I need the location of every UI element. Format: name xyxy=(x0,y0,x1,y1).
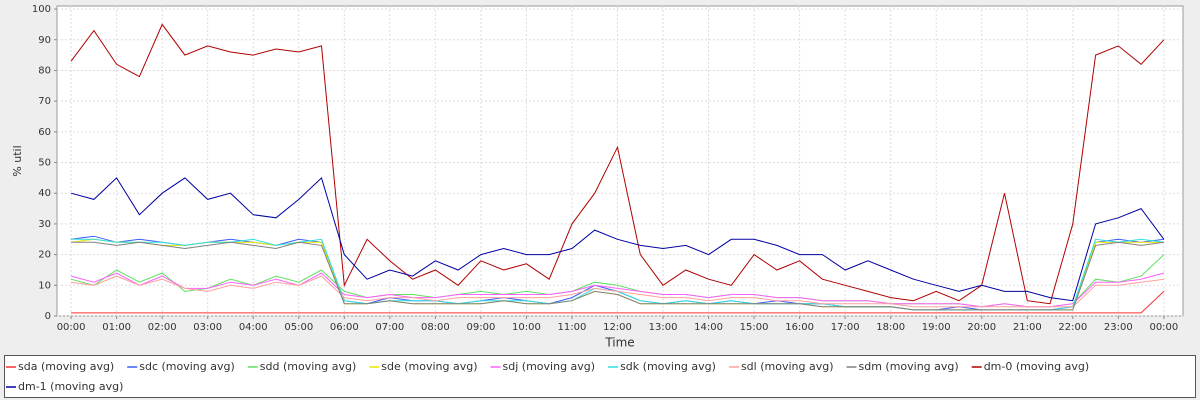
y-tick-label: 90 xyxy=(38,35,51,46)
y-tick-label: 10 xyxy=(38,280,51,291)
x-tick-label: 15:00 xyxy=(740,322,769,333)
x-tick-label: 17:00 xyxy=(831,322,860,333)
x-tick-label: 20:00 xyxy=(967,322,996,333)
x-tick-label: 23:00 xyxy=(1104,322,1133,333)
legend-label: dm-1 (moving avg) xyxy=(18,380,123,393)
y-tick-label: 60 xyxy=(38,127,51,138)
legend-label: dm-0 (moving avg) xyxy=(984,360,1089,373)
y-tick-label: 50 xyxy=(38,158,51,169)
x-tick-label: 08:00 xyxy=(421,322,450,333)
series-line xyxy=(71,241,1164,311)
x-tick-label: 00:00 xyxy=(57,322,86,333)
y-tick-label: 100 xyxy=(32,4,51,15)
x-tick-label: 10:00 xyxy=(512,322,541,333)
x-tick-label: 22:00 xyxy=(1058,322,1087,333)
legend-label: sdj (moving avg) xyxy=(503,360,596,373)
legend-label: sdd (moving avg) xyxy=(260,360,356,373)
series-line xyxy=(71,275,1164,308)
series-line xyxy=(71,291,1165,314)
x-tick-label: 03:00 xyxy=(193,322,222,333)
x-tick-label: 07:00 xyxy=(375,322,404,333)
x-tick-label: 21:00 xyxy=(1013,322,1042,333)
x-tick-label: 19:00 xyxy=(922,322,951,333)
y-axis-label: % util xyxy=(11,145,24,176)
legend-label: sdl (moving avg) xyxy=(741,360,834,373)
series-line xyxy=(70,176,1165,302)
x-tick-label: 01:00 xyxy=(102,322,131,333)
legend-label: sdm (moving avg) xyxy=(858,360,958,373)
x-tick-label: 09:00 xyxy=(466,322,495,333)
legend-label: sde (moving avg) xyxy=(381,360,477,373)
x-tick-label: 13:00 xyxy=(649,322,678,333)
x-axis-label: Time xyxy=(604,336,634,350)
x-tick-label: 05:00 xyxy=(284,322,313,333)
x-tick-label: 11:00 xyxy=(558,322,587,333)
y-tick-label: 70 xyxy=(38,96,51,107)
legend-box xyxy=(4,355,1196,398)
x-tick-label: 14:00 xyxy=(694,322,723,333)
x-tick-label: 00:00 xyxy=(1149,322,1178,333)
legend-label: sdc (moving avg) xyxy=(139,360,235,373)
legend-label: sdk (moving avg) xyxy=(620,360,716,373)
x-tick-label: 18:00 xyxy=(876,322,905,333)
y-tick-label: 40 xyxy=(38,188,51,199)
y-tick-label: 0 xyxy=(45,311,51,322)
x-tick-label: 02:00 xyxy=(148,322,177,333)
y-tick-label: 30 xyxy=(38,219,51,230)
x-tick-label: 04:00 xyxy=(239,322,268,333)
x-tick-label: 12:00 xyxy=(603,322,632,333)
y-tick-label: 80 xyxy=(38,65,51,76)
legend-label: sda (moving avg) xyxy=(18,360,114,373)
y-tick-label: 20 xyxy=(38,250,51,261)
x-tick-label: 06:00 xyxy=(330,322,359,333)
x-tick-label: 16:00 xyxy=(785,322,814,333)
